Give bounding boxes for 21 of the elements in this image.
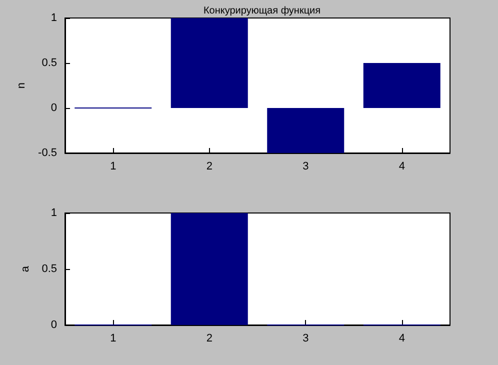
y-tick-label: 0 — [50, 102, 57, 114]
y-tick-label: 0.5 — [42, 57, 57, 69]
y-tick-label: 1 — [50, 207, 57, 219]
x-tick-label: 2 — [206, 160, 212, 172]
bar — [363, 63, 440, 108]
y-axis-title: n — [16, 82, 28, 89]
bar — [267, 108, 344, 153]
x-tick-label: 2 — [206, 332, 212, 344]
bar — [170, 18, 248, 108]
y-tick-label: -0.5 — [38, 147, 57, 159]
y-tick-label: 1 — [50, 12, 57, 24]
y-tick-label: 0.5 — [42, 263, 57, 275]
x-tick-label: 3 — [302, 160, 309, 172]
y-tick-label: 0 — [50, 319, 57, 331]
x-tick-label: 4 — [398, 160, 405, 172]
y-axis-title: a — [19, 265, 32, 272]
x-tick-label: 1 — [110, 332, 116, 344]
x-tick-label: 3 — [302, 332, 309, 344]
x-tick-label: 4 — [398, 332, 405, 344]
chart-title: Конкурирующая функция — [203, 6, 321, 16]
x-tick-label: 1 — [110, 160, 116, 172]
